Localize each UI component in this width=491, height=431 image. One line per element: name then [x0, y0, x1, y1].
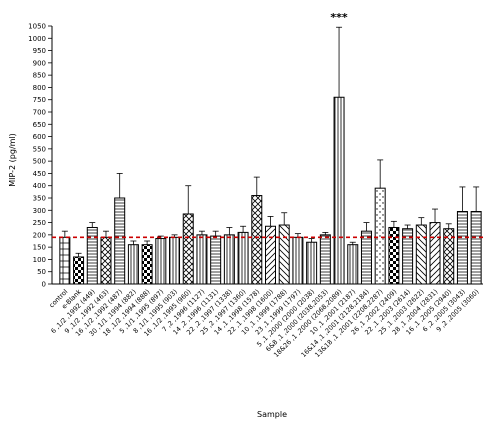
y-tick-label: 300 [33, 207, 46, 215]
bar [470, 211, 482, 285]
bar [196, 234, 208, 285]
y-tick-label: 750 [33, 96, 46, 104]
y-tick-label: 200 [33, 231, 46, 239]
y-tick-label: 600 [33, 133, 46, 141]
y-tick-label: 450 [33, 170, 46, 178]
bar [415, 224, 427, 285]
bar [223, 234, 235, 285]
bar [319, 234, 331, 285]
y-tick-label: 800 [33, 84, 46, 92]
bar [237, 231, 249, 285]
bar [114, 197, 126, 285]
y-tick-label: 1000 [28, 35, 46, 43]
bar [155, 238, 167, 285]
x-axis-label: Sample [257, 410, 287, 419]
y-tick-label: 50 [37, 268, 46, 276]
bar [292, 236, 304, 285]
y-tick-label: 0 [42, 281, 46, 289]
y-tick-label: 700 [33, 109, 46, 117]
y-tick-label: 250 [33, 219, 46, 227]
y-axis-label: MIP-2 (pg/ml) [8, 133, 17, 187]
bar [251, 195, 263, 285]
bar [374, 187, 386, 285]
bar [59, 236, 71, 285]
bar [429, 222, 441, 285]
bar [265, 225, 276, 285]
bar [169, 236, 181, 285]
y-tick-label: 650 [33, 121, 46, 129]
y-tick-label: 900 [33, 59, 46, 67]
bar [347, 244, 359, 285]
y-tick-label: 1050 [28, 23, 46, 31]
y-tick-label: 150 [33, 244, 46, 252]
bar [127, 244, 139, 285]
y-tick-label: 850 [33, 72, 46, 80]
plot-area: 0 50 100 150 200 250 300 350 400 450 500 550 600 650 7… [28, 11, 483, 359]
y-tick-label: 500 [33, 158, 46, 166]
bar [100, 236, 112, 285]
y-tick-label: 550 [33, 145, 46, 153]
bar [210, 235, 222, 285]
bar [360, 230, 372, 285]
bar [456, 211, 468, 285]
bar [141, 244, 153, 285]
y-tick-label: 950 [33, 47, 46, 55]
bar [86, 226, 98, 285]
significance-label: *** [330, 11, 348, 24]
y-tick-label: 400 [33, 182, 46, 190]
y-tick-label: 100 [33, 256, 46, 264]
bar [73, 256, 85, 285]
bar [306, 241, 318, 285]
y-tick-label: 350 [33, 195, 46, 203]
bar [182, 213, 194, 285]
bar [388, 226, 400, 285]
bar [278, 224, 290, 285]
bar [333, 96, 345, 285]
